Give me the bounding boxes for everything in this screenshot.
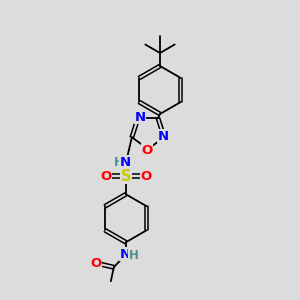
Text: N: N [134,111,146,124]
Text: N: N [119,248,130,261]
Text: O: O [90,257,101,270]
Text: O: O [100,170,112,183]
Text: N: N [158,130,169,143]
Text: O: O [141,143,153,157]
Text: O: O [140,170,152,183]
Text: H: H [114,156,124,169]
Text: H: H [129,249,139,262]
Text: N: N [119,156,130,169]
Text: S: S [121,169,131,184]
